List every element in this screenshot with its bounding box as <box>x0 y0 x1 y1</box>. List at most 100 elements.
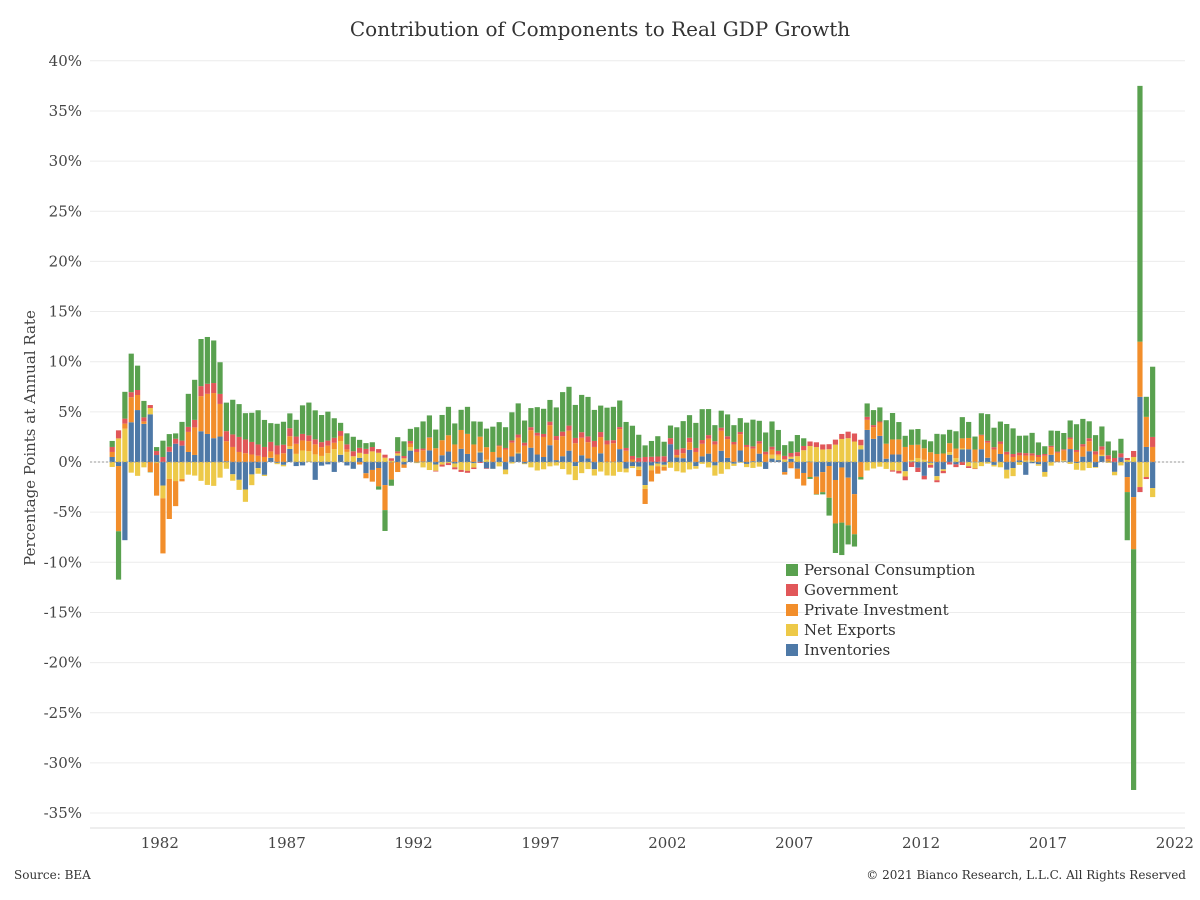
bar-segment-gov <box>1111 457 1118 462</box>
bar-segment-pce <box>1092 435 1099 452</box>
bar-segment-cip <box>128 422 134 462</box>
bar-segment-nx <box>236 479 242 490</box>
bar-segment-pce <box>464 406 471 434</box>
bar-segment-inv <box>407 443 413 447</box>
bar-segment-inv <box>439 440 445 456</box>
bar-segment-inv <box>496 446 502 458</box>
bar-segment-cip <box>1016 460 1023 462</box>
bar-segment-pce <box>331 418 337 438</box>
bar-segment-nx <box>985 462 991 464</box>
bar-segment-gov <box>261 446 268 457</box>
bar-segment-cip <box>579 455 585 462</box>
bar-segment-inv <box>223 441 230 462</box>
bar-segment-cip <box>528 447 534 462</box>
bar-segment-inv <box>731 444 737 462</box>
bar-segment-nx <box>331 449 337 462</box>
bar-segment-cip <box>940 462 946 470</box>
bar-segment-cip <box>1124 462 1130 478</box>
quarter-bar <box>896 422 902 474</box>
bar-segment-pce <box>712 425 718 442</box>
bar-segment-inv <box>458 429 464 449</box>
quarter-bar <box>985 414 991 464</box>
bar-segment-inv <box>1099 449 1105 455</box>
bar-segment-nx <box>382 457 388 462</box>
bar-segment-cip <box>889 454 896 462</box>
quarter-bar <box>1010 428 1016 477</box>
quarter-bar <box>883 420 889 469</box>
bar-segment-nx <box>629 466 636 469</box>
bar-segment-inv <box>566 430 572 451</box>
bar-segment-gov <box>902 476 908 481</box>
x-tick-label: 2012 <box>902 834 940 852</box>
bar-segment-gov <box>299 433 306 441</box>
bar-segment-gov <box>268 441 274 452</box>
bar-segment-nx <box>179 462 185 479</box>
bar-segment-cip <box>249 462 255 475</box>
bar-segment-cip <box>705 453 712 462</box>
bar-segment-nx <box>1029 460 1035 462</box>
bar-segment-inv <box>896 439 902 455</box>
bar-segment-inv <box>820 472 826 493</box>
bar-segment-pce <box>934 433 940 454</box>
bar-segment-gov <box>325 440 331 446</box>
bar-segment-inv <box>528 430 534 448</box>
bar-segment-pce <box>547 399 553 422</box>
bar-segment-pce <box>617 400 623 428</box>
bar-segment-pce <box>458 409 464 430</box>
bar-segment-pce <box>686 415 693 438</box>
bar-segment-gov <box>426 437 433 438</box>
bar-segment-pce <box>268 423 274 442</box>
bar-segment-inv <box>363 473 369 479</box>
bar-segment-pce <box>357 439 363 448</box>
quarter-bar <box>972 436 978 470</box>
bar-segment-cip <box>192 454 198 462</box>
bar-segment-nx <box>242 489 249 502</box>
y-tick-label: 35% <box>49 102 82 120</box>
bar-segment-cip <box>864 429 870 462</box>
bar-segment-gov <box>1029 453 1035 456</box>
bar-segment-nx <box>744 463 750 468</box>
bar-segment-pce <box>566 386 572 426</box>
bar-segment-cip <box>896 454 902 462</box>
y-tick-label: 15% <box>49 303 82 321</box>
quarter-bar <box>306 402 312 462</box>
bar-segment-inv <box>756 443 762 454</box>
bar-segment-gov <box>204 383 210 394</box>
bar-segment-nx <box>541 462 547 470</box>
bar-segment-nx <box>648 465 655 471</box>
bar-segment-cip <box>832 462 839 480</box>
bar-segment-gov <box>1080 444 1086 447</box>
bar-segment-inv <box>1080 446 1086 457</box>
bar-segment-inv <box>376 468 382 487</box>
bar-segment-inv <box>788 462 794 469</box>
bar-segment-cip <box>439 455 445 462</box>
bar-segment-pce <box>318 415 325 443</box>
x-tick-label: 2002 <box>648 834 686 852</box>
bar-segment-nx <box>325 453 331 462</box>
bar-segment-gov <box>921 475 927 480</box>
bar-segment-inv <box>560 436 566 457</box>
bar-segment-inv <box>794 468 800 479</box>
bar-segment-gov <box>445 463 452 466</box>
quarter-bar <box>902 435 908 481</box>
bar-segment-cip <box>1067 449 1073 462</box>
bar-segment-cip <box>1073 462 1080 464</box>
bar-segment-gov <box>223 431 230 442</box>
bar-segment-gov <box>737 431 743 435</box>
bar-segment-inv <box>217 403 223 437</box>
quarter-bar <box>255 410 261 474</box>
bar-segment-nx <box>927 462 934 465</box>
bar-segment-pce <box>477 421 483 437</box>
bar-segment-cip <box>870 438 877 462</box>
bar-segment-nx <box>604 462 610 476</box>
bar-segment-pce <box>198 339 204 387</box>
bar-segment-pce <box>908 429 915 445</box>
quarter-bar <box>293 419 299 467</box>
bar-segment-gov <box>1086 438 1092 442</box>
y-tick-label: -25% <box>44 704 82 722</box>
bar-segment-cip <box>236 462 242 480</box>
bar-segment-cip <box>344 462 350 466</box>
bar-segment-cip <box>268 457 274 462</box>
bar-segment-gov <box>813 442 820 448</box>
quarter-bar <box>908 429 915 468</box>
